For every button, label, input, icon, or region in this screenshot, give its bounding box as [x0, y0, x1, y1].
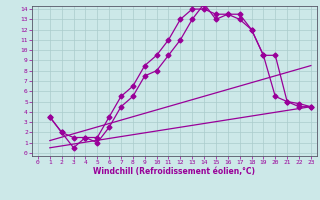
- X-axis label: Windchill (Refroidissement éolien,°C): Windchill (Refroidissement éolien,°C): [93, 167, 255, 176]
